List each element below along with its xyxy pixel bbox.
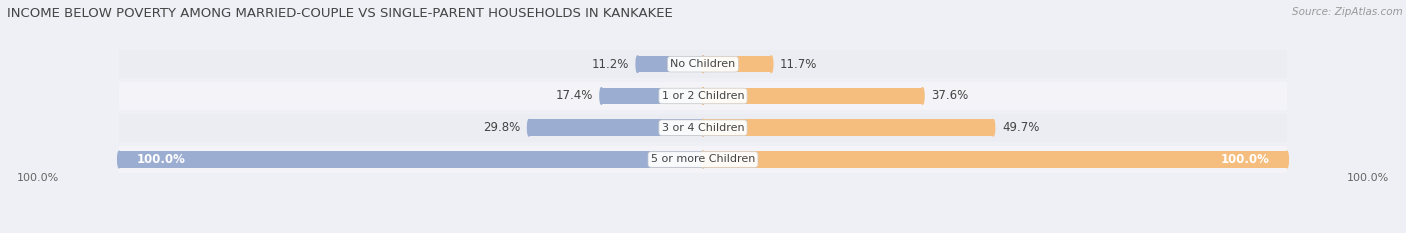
Text: INCOME BELOW POVERTY AMONG MARRIED-COUPLE VS SINGLE-PARENT HOUSEHOLDS IN KANKAKE: INCOME BELOW POVERTY AMONG MARRIED-COUPL… <box>7 7 673 20</box>
Circle shape <box>702 120 704 136</box>
Circle shape <box>921 88 924 104</box>
Circle shape <box>702 88 704 104</box>
Bar <box>529 120 703 136</box>
Text: 3 or 4 Children: 3 or 4 Children <box>662 123 744 133</box>
Circle shape <box>527 120 530 136</box>
Text: 17.4%: 17.4% <box>555 89 593 103</box>
Bar <box>120 146 1286 174</box>
Text: 49.7%: 49.7% <box>1002 121 1039 134</box>
Circle shape <box>600 88 603 104</box>
Text: 29.8%: 29.8% <box>484 121 520 134</box>
Text: Source: ZipAtlas.com: Source: ZipAtlas.com <box>1292 7 1403 17</box>
Circle shape <box>991 120 994 136</box>
Text: 100.0%: 100.0% <box>1220 153 1270 166</box>
Circle shape <box>702 56 704 72</box>
Bar <box>703 88 922 104</box>
Bar <box>120 82 1286 110</box>
Bar <box>637 56 703 72</box>
Circle shape <box>702 151 704 168</box>
Text: 11.7%: 11.7% <box>780 58 817 71</box>
Text: No Children: No Children <box>671 59 735 69</box>
Text: 1 or 2 Children: 1 or 2 Children <box>662 91 744 101</box>
Bar <box>120 151 703 168</box>
Bar <box>120 50 1286 78</box>
Bar <box>703 120 993 136</box>
Circle shape <box>1285 151 1288 168</box>
Circle shape <box>702 88 704 104</box>
Circle shape <box>702 56 704 72</box>
Circle shape <box>702 151 704 168</box>
Circle shape <box>770 56 773 72</box>
Circle shape <box>118 151 121 168</box>
Text: 37.6%: 37.6% <box>931 89 969 103</box>
Circle shape <box>636 56 640 72</box>
Text: 5 or more Children: 5 or more Children <box>651 154 755 164</box>
Bar <box>602 88 703 104</box>
Text: 11.2%: 11.2% <box>592 58 628 71</box>
Text: 100.0%: 100.0% <box>1347 173 1389 183</box>
Text: 100.0%: 100.0% <box>136 153 186 166</box>
Bar <box>703 151 1286 168</box>
Bar <box>120 114 1286 142</box>
Text: 100.0%: 100.0% <box>17 173 59 183</box>
Circle shape <box>702 120 704 136</box>
Bar <box>703 56 772 72</box>
